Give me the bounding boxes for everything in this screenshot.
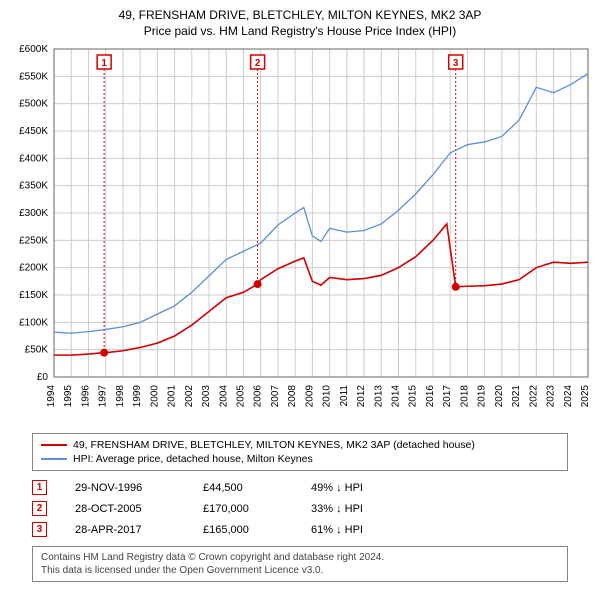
svg-text:£300K: £300K xyxy=(19,208,48,219)
svg-text:2014: 2014 xyxy=(391,385,402,408)
legend-label: HPI: Average price, detached house, Milt… xyxy=(73,453,313,465)
table-row: 2 28-OCT-2005 £170,000 33% ↓ HPI xyxy=(32,498,568,519)
legend-swatch-property xyxy=(41,444,67,446)
svg-text:1: 1 xyxy=(101,58,107,69)
svg-text:2023: 2023 xyxy=(546,385,557,408)
svg-text:2016: 2016 xyxy=(425,385,436,408)
sales-table: 1 29-NOV-1996 £44,500 49% ↓ HPI 2 28-OCT… xyxy=(32,477,568,540)
svg-text:£450K: £450K xyxy=(19,126,48,137)
sale-delta: 33% ↓ HPI xyxy=(311,503,363,515)
svg-text:1996: 1996 xyxy=(80,385,91,408)
svg-text:£400K: £400K xyxy=(19,154,48,165)
chart-title-2: Price paid vs. HM Land Registry's House … xyxy=(8,24,592,40)
sale-date: 28-OCT-2005 xyxy=(75,503,175,515)
svg-text:2018: 2018 xyxy=(459,385,470,408)
svg-text:2015: 2015 xyxy=(408,385,419,408)
legend-swatch-hpi xyxy=(41,458,67,460)
svg-text:2000: 2000 xyxy=(149,385,160,408)
svg-text:2025: 2025 xyxy=(580,385,591,408)
svg-text:2022: 2022 xyxy=(528,385,539,408)
sale-price: £165,000 xyxy=(203,524,283,536)
svg-text:2017: 2017 xyxy=(442,385,453,408)
svg-text:2007: 2007 xyxy=(270,385,281,408)
attribution-line: This data is licensed under the Open Gov… xyxy=(41,564,559,577)
svg-text:2005: 2005 xyxy=(235,385,246,408)
svg-text:1998: 1998 xyxy=(115,385,126,408)
svg-text:2020: 2020 xyxy=(494,385,505,408)
svg-text:1999: 1999 xyxy=(132,385,143,408)
price-chart: £0 £50K £100K £150K £200K £250K £300K £350K £400… xyxy=(8,45,592,425)
sale-delta: 61% ↓ HPI xyxy=(311,524,363,536)
sale-price: £170,000 xyxy=(203,503,283,515)
svg-text:2003: 2003 xyxy=(201,385,212,408)
svg-text:2008: 2008 xyxy=(287,385,298,408)
svg-text:2004: 2004 xyxy=(218,385,229,408)
attribution: Contains HM Land Registry data © Crown c… xyxy=(32,546,568,582)
legend: 49, FRENSHAM DRIVE, BLETCHLEY, MILTON KE… xyxy=(32,433,568,471)
svg-text:£150K: £150K xyxy=(19,290,48,301)
svg-text:2013: 2013 xyxy=(373,385,384,408)
svg-text:2002: 2002 xyxy=(184,385,195,408)
svg-text:1997: 1997 xyxy=(98,385,109,408)
sale-date: 29-NOV-1996 xyxy=(75,482,175,494)
svg-text:£500K: £500K xyxy=(19,99,48,110)
svg-text:2001: 2001 xyxy=(167,385,178,408)
svg-text:2024: 2024 xyxy=(563,385,574,408)
svg-text:2009: 2009 xyxy=(304,385,315,408)
svg-text:£600K: £600K xyxy=(19,45,48,55)
legend-item: HPI: Average price, detached house, Milt… xyxy=(41,452,559,466)
chart-title-1: 49, FRENSHAM DRIVE, BLETCHLEY, MILTON KE… xyxy=(8,8,592,24)
marker-badge: 2 xyxy=(32,501,47,516)
svg-text:2010: 2010 xyxy=(322,385,333,408)
sale-price: £44,500 xyxy=(203,482,283,494)
svg-text:2006: 2006 xyxy=(253,385,264,408)
marker-badge: 3 xyxy=(32,522,47,537)
svg-text:£200K: £200K xyxy=(19,263,48,274)
table-row: 1 29-NOV-1996 £44,500 49% ↓ HPI xyxy=(32,477,568,498)
table-row: 3 28-APR-2017 £165,000 61% ↓ HPI xyxy=(32,519,568,540)
svg-text:2: 2 xyxy=(255,58,261,69)
svg-text:1995: 1995 xyxy=(63,385,74,408)
svg-text:2019: 2019 xyxy=(477,385,488,408)
sale-delta: 49% ↓ HPI xyxy=(311,482,363,494)
svg-text:£50K: £50K xyxy=(25,345,49,356)
marker-badge: 1 xyxy=(32,480,47,495)
sale-date: 28-APR-2017 xyxy=(75,524,175,536)
svg-text:£550K: £550K xyxy=(19,72,48,83)
svg-text:1994: 1994 xyxy=(46,385,57,408)
attribution-line: Contains HM Land Registry data © Crown c… xyxy=(41,551,559,564)
svg-text:2012: 2012 xyxy=(356,385,367,408)
legend-item: 49, FRENSHAM DRIVE, BLETCHLEY, MILTON KE… xyxy=(41,438,559,452)
svg-text:£250K: £250K xyxy=(19,236,48,247)
svg-text:3: 3 xyxy=(453,58,459,69)
svg-text:£0: £0 xyxy=(37,372,49,383)
svg-text:£100K: £100K xyxy=(19,318,48,329)
svg-text:2011: 2011 xyxy=(339,385,350,407)
svg-text:2021: 2021 xyxy=(511,385,522,408)
svg-text:£350K: £350K xyxy=(19,181,48,192)
legend-label: 49, FRENSHAM DRIVE, BLETCHLEY, MILTON KE… xyxy=(73,439,475,451)
